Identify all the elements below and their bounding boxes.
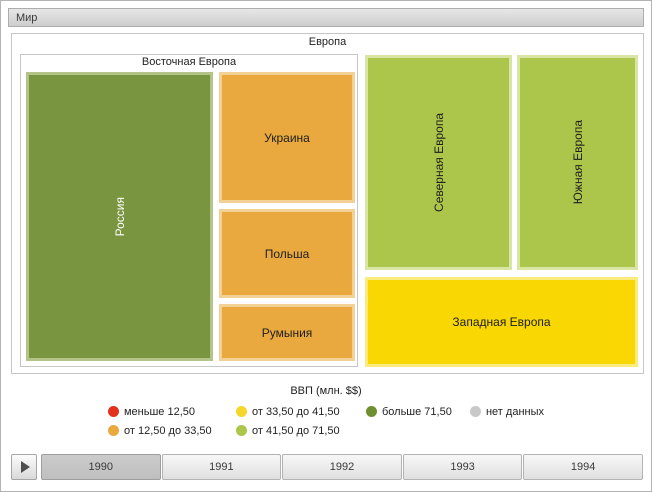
play-button[interactable] [11, 454, 37, 480]
tile-russia[interactable]: Россия [26, 72, 213, 361]
tile-russia-label: Россия [112, 196, 127, 237]
legend-swatch-red [107, 406, 119, 417]
legend-item-label: от 12,50 до 33,50 [123, 424, 212, 437]
legend-item-label: от 41,50 до 71,50 [251, 424, 340, 437]
legend-rows: меньше 12,50 от 33,50 до 41,50 больше 71… [107, 402, 544, 440]
year-button-1992[interactable]: 1992 [282, 454, 402, 480]
legend-item-lt-12-50: меньше 12,50 [107, 402, 236, 421]
tile-northern-europe-label: Северная Европа [431, 113, 446, 212]
legend-row: меньше 12,50 от 33,50 до 41,50 больше 71… [107, 402, 544, 421]
legend-item-label: меньше 12,50 [123, 405, 195, 418]
year-button-1993[interactable]: 1993 [402, 454, 523, 480]
legend-item-no-data: нет данных [469, 402, 544, 421]
legend-item-label: нет данных [485, 405, 544, 418]
legend-row: от 12,50 до 33,50 от 41,50 до 71,50 [107, 421, 544, 440]
legend-swatch-gray [469, 406, 481, 417]
tile-western-europe[interactable]: Западная Европа [365, 277, 638, 367]
tile-ukraine[interactable]: Украина [219, 72, 355, 203]
legend-item-gt-71-50: больше 71,50 [365, 402, 470, 421]
tile-southern-europe[interactable]: Южная Европа [517, 55, 638, 270]
breadcrumb[interactable]: Мир [8, 8, 644, 27]
play-icon [20, 461, 30, 473]
tile-poland[interactable]: Польша [219, 209, 355, 298]
tile-western-europe-label: Западная Европа [452, 315, 551, 329]
legend-title: ВВП (млн. $$) [290, 385, 362, 397]
timeline: 1990 1991 1992 1993 1994 [11, 454, 643, 480]
legend-swatch-dark-green [365, 406, 377, 417]
tile-romania-label: Румыния [261, 325, 313, 340]
legend-item-33-50-41-50: от 33,50 до 41,50 [235, 402, 366, 421]
tile-ukraine-label: Украина [264, 130, 310, 145]
group-header-eastern-europe[interactable]: Восточная Европа [141, 56, 237, 68]
legend-item-12-50-33-50: от 12,50 до 33,50 [107, 421, 236, 440]
legend-item-label: от 33,50 до 41,50 [251, 405, 340, 418]
legend-swatch-yellow-green [235, 425, 247, 436]
legend-swatch-yellow [235, 406, 247, 417]
group-header-europe[interactable]: Европа [308, 36, 347, 48]
tile-southern-europe-label: Южная Европа [570, 120, 585, 205]
year-button-1991[interactable]: 1991 [161, 454, 282, 480]
legend-item-41-50-71-50: от 41,50 до 71,50 [235, 421, 366, 440]
year-button-1994[interactable]: 1994 [523, 454, 643, 480]
breadcrumb-label: Мир [16, 11, 38, 24]
legend: ВВП (млн. $$) меньше 12,50 от 33,50 до 4… [1, 385, 651, 440]
treemap-panel: Европа Восточная Европа Россия Украина П… [11, 33, 644, 374]
tile-poland-label: Польша [264, 246, 310, 261]
legend-swatch-orange [107, 425, 119, 436]
tile-northern-europe[interactable]: Северная Европа [365, 55, 512, 270]
legend-item-label: больше 71,50 [381, 405, 452, 418]
tile-romania[interactable]: Румыния [219, 304, 355, 361]
group-eastern-europe: Восточная Европа Россия Украина Польша Р… [20, 54, 358, 367]
year-button-1990[interactable]: 1990 [41, 454, 161, 480]
